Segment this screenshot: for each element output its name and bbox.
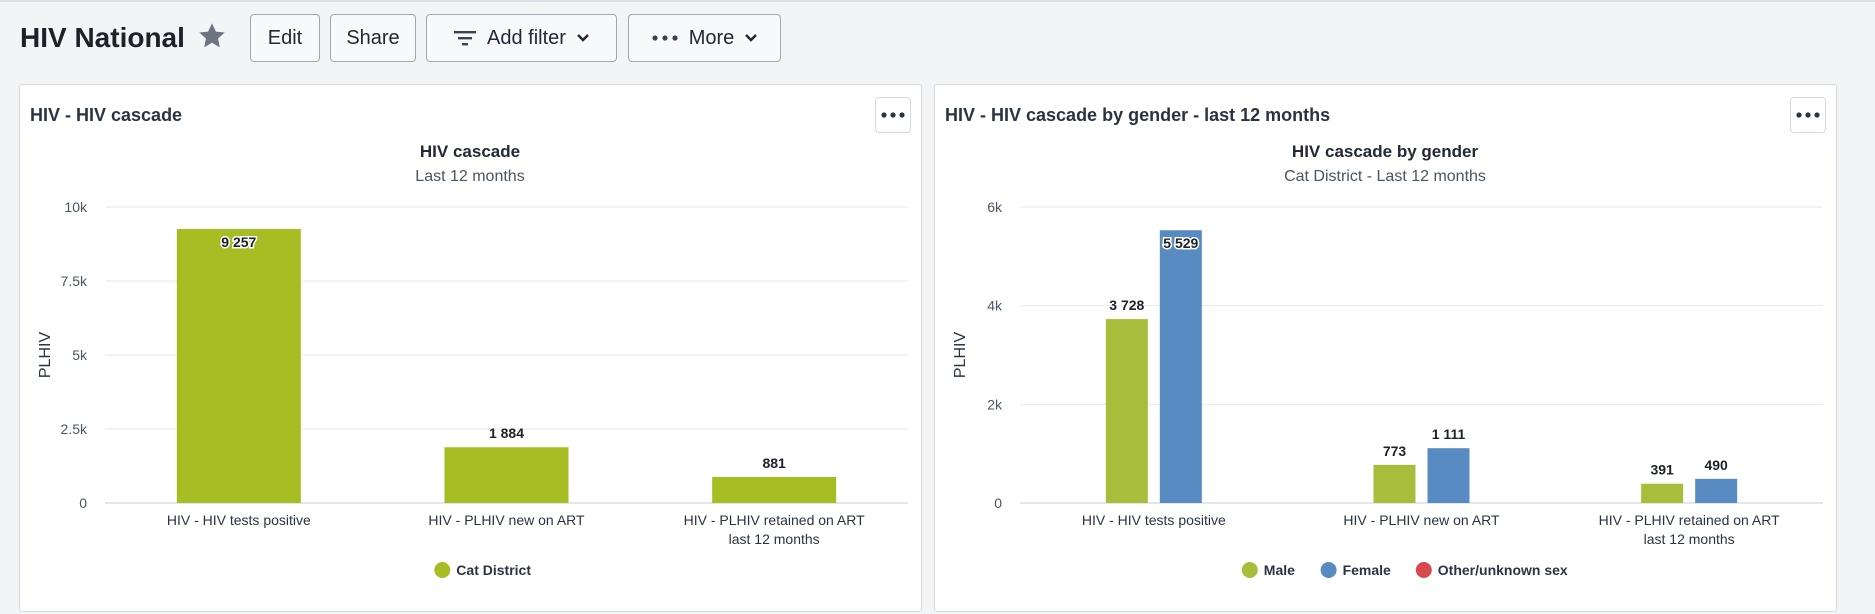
legend-label: Female	[1343, 562, 1391, 578]
panel-title: HIV - HIV cascade	[30, 105, 183, 125]
x-tick-label: HIV - PLHIV new on ART	[428, 512, 585, 528]
legend-swatch	[1320, 562, 1337, 578]
legend-label: Male	[1264, 562, 1295, 578]
y-tick-label: 0	[79, 495, 87, 511]
bar	[1159, 230, 1202, 503]
share-button-label: Share	[346, 26, 400, 49]
legend-swatch	[434, 562, 451, 578]
data-label: 1 111	[1432, 426, 1466, 442]
panel-menu-button[interactable]	[875, 97, 911, 133]
bar	[1641, 483, 1684, 503]
cascade-chart: HIV cascade Last 12 months 0 2.5k 5k 7.5k 10…	[37, 142, 908, 578]
star-icon[interactable]	[196, 20, 228, 52]
more-dots-icon	[652, 35, 678, 41]
legend-swatch	[1415, 562, 1432, 578]
chevron-down-icon	[745, 34, 758, 42]
chart-title: HIV cascade	[420, 142, 520, 161]
bar	[444, 447, 569, 503]
data-label: 490	[1704, 457, 1728, 473]
bar	[1373, 464, 1416, 503]
y-tick-label: 2k	[987, 396, 1003, 412]
share-button[interactable]: Share	[330, 14, 416, 62]
y-tick-label: 0	[994, 495, 1002, 511]
data-label: 773	[1383, 443, 1407, 459]
chart-subtitle: Cat District - Last 12 months	[1284, 168, 1486, 185]
data-label: 9 257	[221, 234, 256, 250]
y-tick-label: 10k	[64, 199, 88, 215]
more-button[interactable]: More	[628, 14, 781, 62]
legend-swatch	[1241, 562, 1258, 578]
y-axis-label: PLHIV	[952, 332, 969, 379]
cascade-by-gender-panel: HIV - HIV cascade by gender - last 12 mo…	[934, 84, 1837, 612]
bar	[1105, 319, 1148, 503]
panel-title: HIV - HIV cascade by gender - last 12 mo…	[945, 105, 1331, 125]
x-tick-label: HIV - PLHIV retained on ART last 12 month…	[684, 512, 865, 547]
dashboard-title: HIV National	[20, 22, 185, 53]
cascade-panel: HIV - HIV cascade HIV cascade Last 12 mo…	[19, 84, 922, 612]
y-tick-label: 4k	[987, 298, 1003, 314]
add-filter-label: Add filter	[487, 26, 566, 49]
top-border	[0, 0, 1875, 2]
legend-label: Cat District	[456, 562, 531, 578]
edit-button[interactable]: Edit	[250, 14, 320, 62]
dashboard-header: HIV National Edit Share Add filter More	[0, 12, 1875, 64]
bar	[1695, 478, 1738, 503]
x-tick-label: HIV - PLHIV new on ART	[1343, 512, 1500, 528]
bar	[1427, 448, 1470, 503]
bar	[712, 476, 837, 503]
chart-subtitle: Last 12 months	[415, 168, 524, 185]
edit-button-label: Edit	[267, 26, 303, 49]
y-axis-label: PLHIV	[37, 332, 54, 379]
legend-label: Other/unknown sex	[1438, 562, 1568, 578]
more-label: More	[688, 26, 735, 49]
more-dots-icon	[1796, 112, 1820, 118]
data-label: 881	[762, 455, 786, 471]
more-dots-icon	[881, 112, 905, 118]
x-tick-label: HIV - HIV tests positive	[167, 512, 311, 528]
data-label: 5 529	[1163, 235, 1198, 251]
x-tick-label: HIV - PLHIV retained on ART last 12 month…	[1599, 512, 1780, 547]
y-tick-label: 2.5k	[61, 421, 88, 437]
x-tick-label: HIV - HIV tests positive	[1082, 512, 1226, 528]
y-tick-label: 6k	[987, 199, 1003, 215]
data-label: 391	[1650, 462, 1674, 478]
bar	[176, 228, 301, 503]
filter-icon	[454, 31, 477, 46]
data-label: 3 728	[1109, 297, 1144, 313]
data-label: 1 884	[489, 425, 524, 441]
chevron-down-icon	[577, 34, 589, 42]
panel-menu-button[interactable]	[1790, 97, 1826, 133]
cascade-by-gender-chart: HIV cascade by gender Cat District - Las…	[952, 142, 1823, 578]
y-tick-label: 7.5k	[61, 273, 88, 289]
y-tick-label: 5k	[72, 347, 88, 363]
add-filter-button[interactable]: Add filter	[426, 14, 617, 62]
chart-title: HIV cascade by gender	[1292, 142, 1479, 161]
